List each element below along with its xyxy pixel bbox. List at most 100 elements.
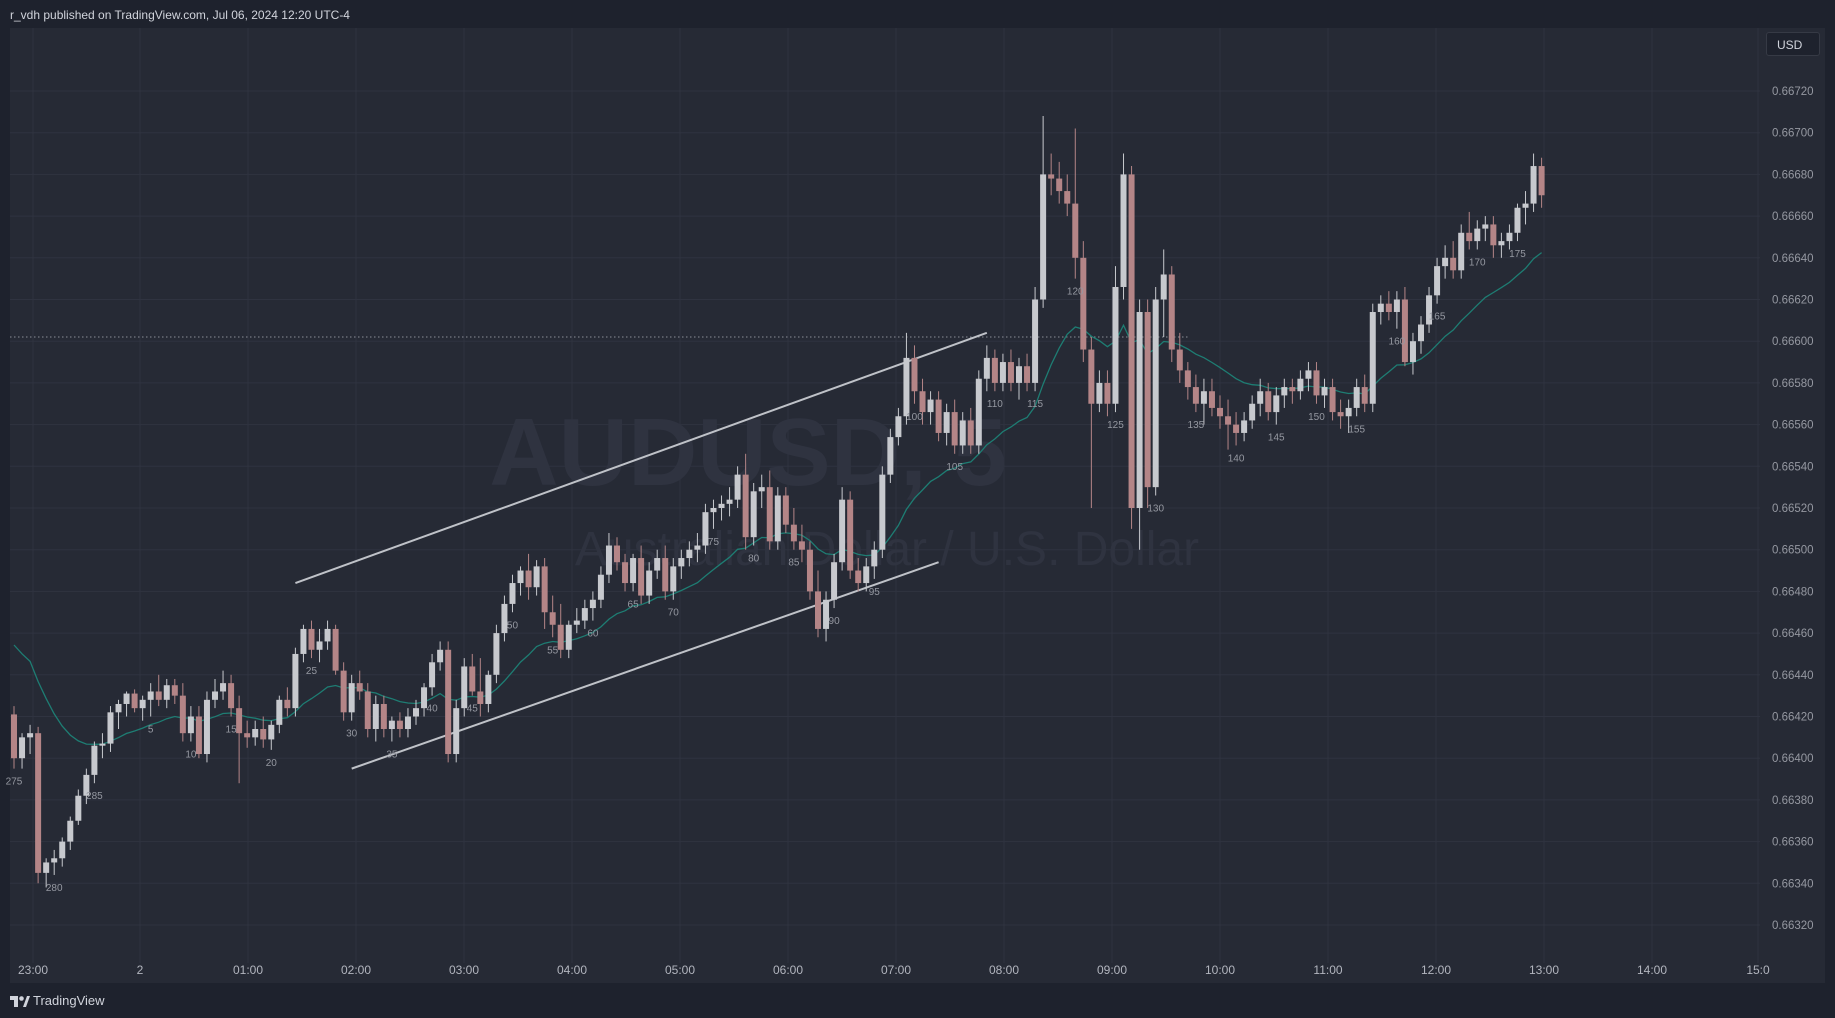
price-ticks: 0.66720 0.66700 0.66680 0.66660 0.66640 0.666… (1772, 86, 1814, 932)
bar-count-label: 110 (987, 399, 1003, 410)
footer (0, 983, 1835, 1018)
candle-body (139, 699, 146, 709)
price-tick-label: 0.66400 (1772, 753, 1814, 765)
candle-body (1184, 370, 1191, 388)
candle-body (983, 357, 990, 379)
candle-body (1514, 207, 1521, 233)
tradingview-logo-icon (10, 996, 30, 1007)
time-tick-label: 03:00 (449, 963, 479, 977)
candle-body (1466, 232, 1473, 242)
candle-body (1168, 274, 1175, 350)
time-tick-label: 04:00 (557, 963, 587, 977)
candle-body (1176, 349, 1183, 371)
candle-body (1273, 395, 1280, 413)
bar-count-label: 55 (547, 645, 559, 656)
candle-body (694, 545, 701, 550)
candle-body (1249, 403, 1256, 421)
bar-count-label: 170 (1469, 257, 1486, 268)
bar-count-label: 285 (86, 791, 103, 802)
currency-badge[interactable]: USD (1766, 32, 1820, 56)
candle-body (1450, 257, 1457, 271)
candle-body (742, 474, 749, 538)
grid-lines (10, 28, 1760, 963)
bar-count-label: 150 (1308, 412, 1325, 423)
price-tick-label: 0.66320 (1772, 920, 1814, 932)
candle-body (324, 628, 331, 642)
bar-count-label: 145 (1268, 433, 1285, 444)
candle-body (348, 683, 355, 713)
candle-body (268, 724, 275, 740)
candle-body (260, 729, 267, 740)
candle-body (388, 720, 395, 730)
candle-body (147, 691, 154, 700)
candle-body (179, 695, 186, 734)
candle-body (316, 641, 323, 650)
bar-count-label: 30 (346, 729, 358, 740)
candle-body (445, 649, 452, 755)
candle-body (372, 703, 379, 730)
candle-body (1345, 407, 1352, 417)
candle-body (131, 693, 138, 709)
time-tick-label: 10:00 (1205, 963, 1235, 977)
bar-count-label: 120 (1067, 287, 1084, 298)
candle-body (614, 545, 620, 563)
time-tick-label: 15:0 (1746, 963, 1770, 977)
price-tick-label: 0.66440 (1772, 670, 1814, 682)
bar-count-label: 50 (507, 620, 519, 631)
candle-body (1088, 349, 1095, 404)
publish-header: r_vdh published on TradingView.com, Jul … (0, 0, 1835, 28)
candle-body (549, 612, 556, 625)
candle-body (847, 499, 854, 571)
candle-body (404, 716, 411, 730)
candle-body (638, 558, 645, 596)
candle-body (91, 745, 98, 775)
candle-body (1257, 391, 1264, 404)
time-tick-label: 12:00 (1421, 963, 1451, 977)
candle-body (1289, 387, 1296, 392)
candle-body (308, 628, 315, 650)
candle-body (244, 733, 251, 738)
candle-body (1426, 295, 1433, 325)
candle-body (75, 795, 82, 821)
candle-body (1040, 174, 1047, 300)
candle-body (115, 703, 122, 713)
candle-body (67, 820, 74, 842)
candle-body (999, 362, 1006, 383)
candle-body (662, 558, 669, 592)
candle-body (493, 633, 500, 675)
candle-body (380, 703, 387, 730)
bar-count-label: 20 (266, 758, 278, 769)
price-tick-label: 0.66640 (1772, 253, 1814, 265)
price-tick-label: 0.66620 (1772, 295, 1814, 307)
candle-body (356, 683, 363, 692)
price-tick-label: 0.66420 (1772, 712, 1814, 724)
candle-body (300, 628, 307, 654)
candle-body (212, 691, 218, 700)
candle-body (421, 687, 428, 709)
candle-body (1048, 174, 1055, 179)
bar-count-label: 130 (1147, 503, 1164, 514)
bar-count-label: 10 (185, 750, 197, 761)
price-tick-label: 0.66480 (1772, 586, 1814, 598)
price-axis[interactable] (1760, 28, 1825, 983)
candlestick-chart[interactable]: AUDUSD, 5 Australian Dollar / U.S. Dolla… (0, 0, 1835, 983)
candle-body (1321, 387, 1328, 396)
candle-body (1498, 241, 1505, 246)
time-tick-label: 23:00 (18, 963, 48, 977)
candle-body (1024, 366, 1031, 383)
candle-body (1007, 362, 1014, 383)
bar-count-label: 60 (587, 629, 599, 640)
candle-body (429, 662, 436, 688)
bar-count-label: 100 (906, 412, 923, 423)
candle-body (35, 733, 42, 873)
candle-body (413, 708, 419, 717)
candle-body (702, 512, 709, 546)
candle-body (726, 499, 733, 504)
candle-body (59, 841, 66, 859)
candle-body (871, 549, 878, 567)
candle-body (887, 437, 894, 475)
candle-body (1297, 378, 1304, 392)
price-tick-label: 0.66340 (1772, 878, 1814, 890)
candle-body (815, 591, 821, 629)
candle-body (1530, 166, 1537, 204)
